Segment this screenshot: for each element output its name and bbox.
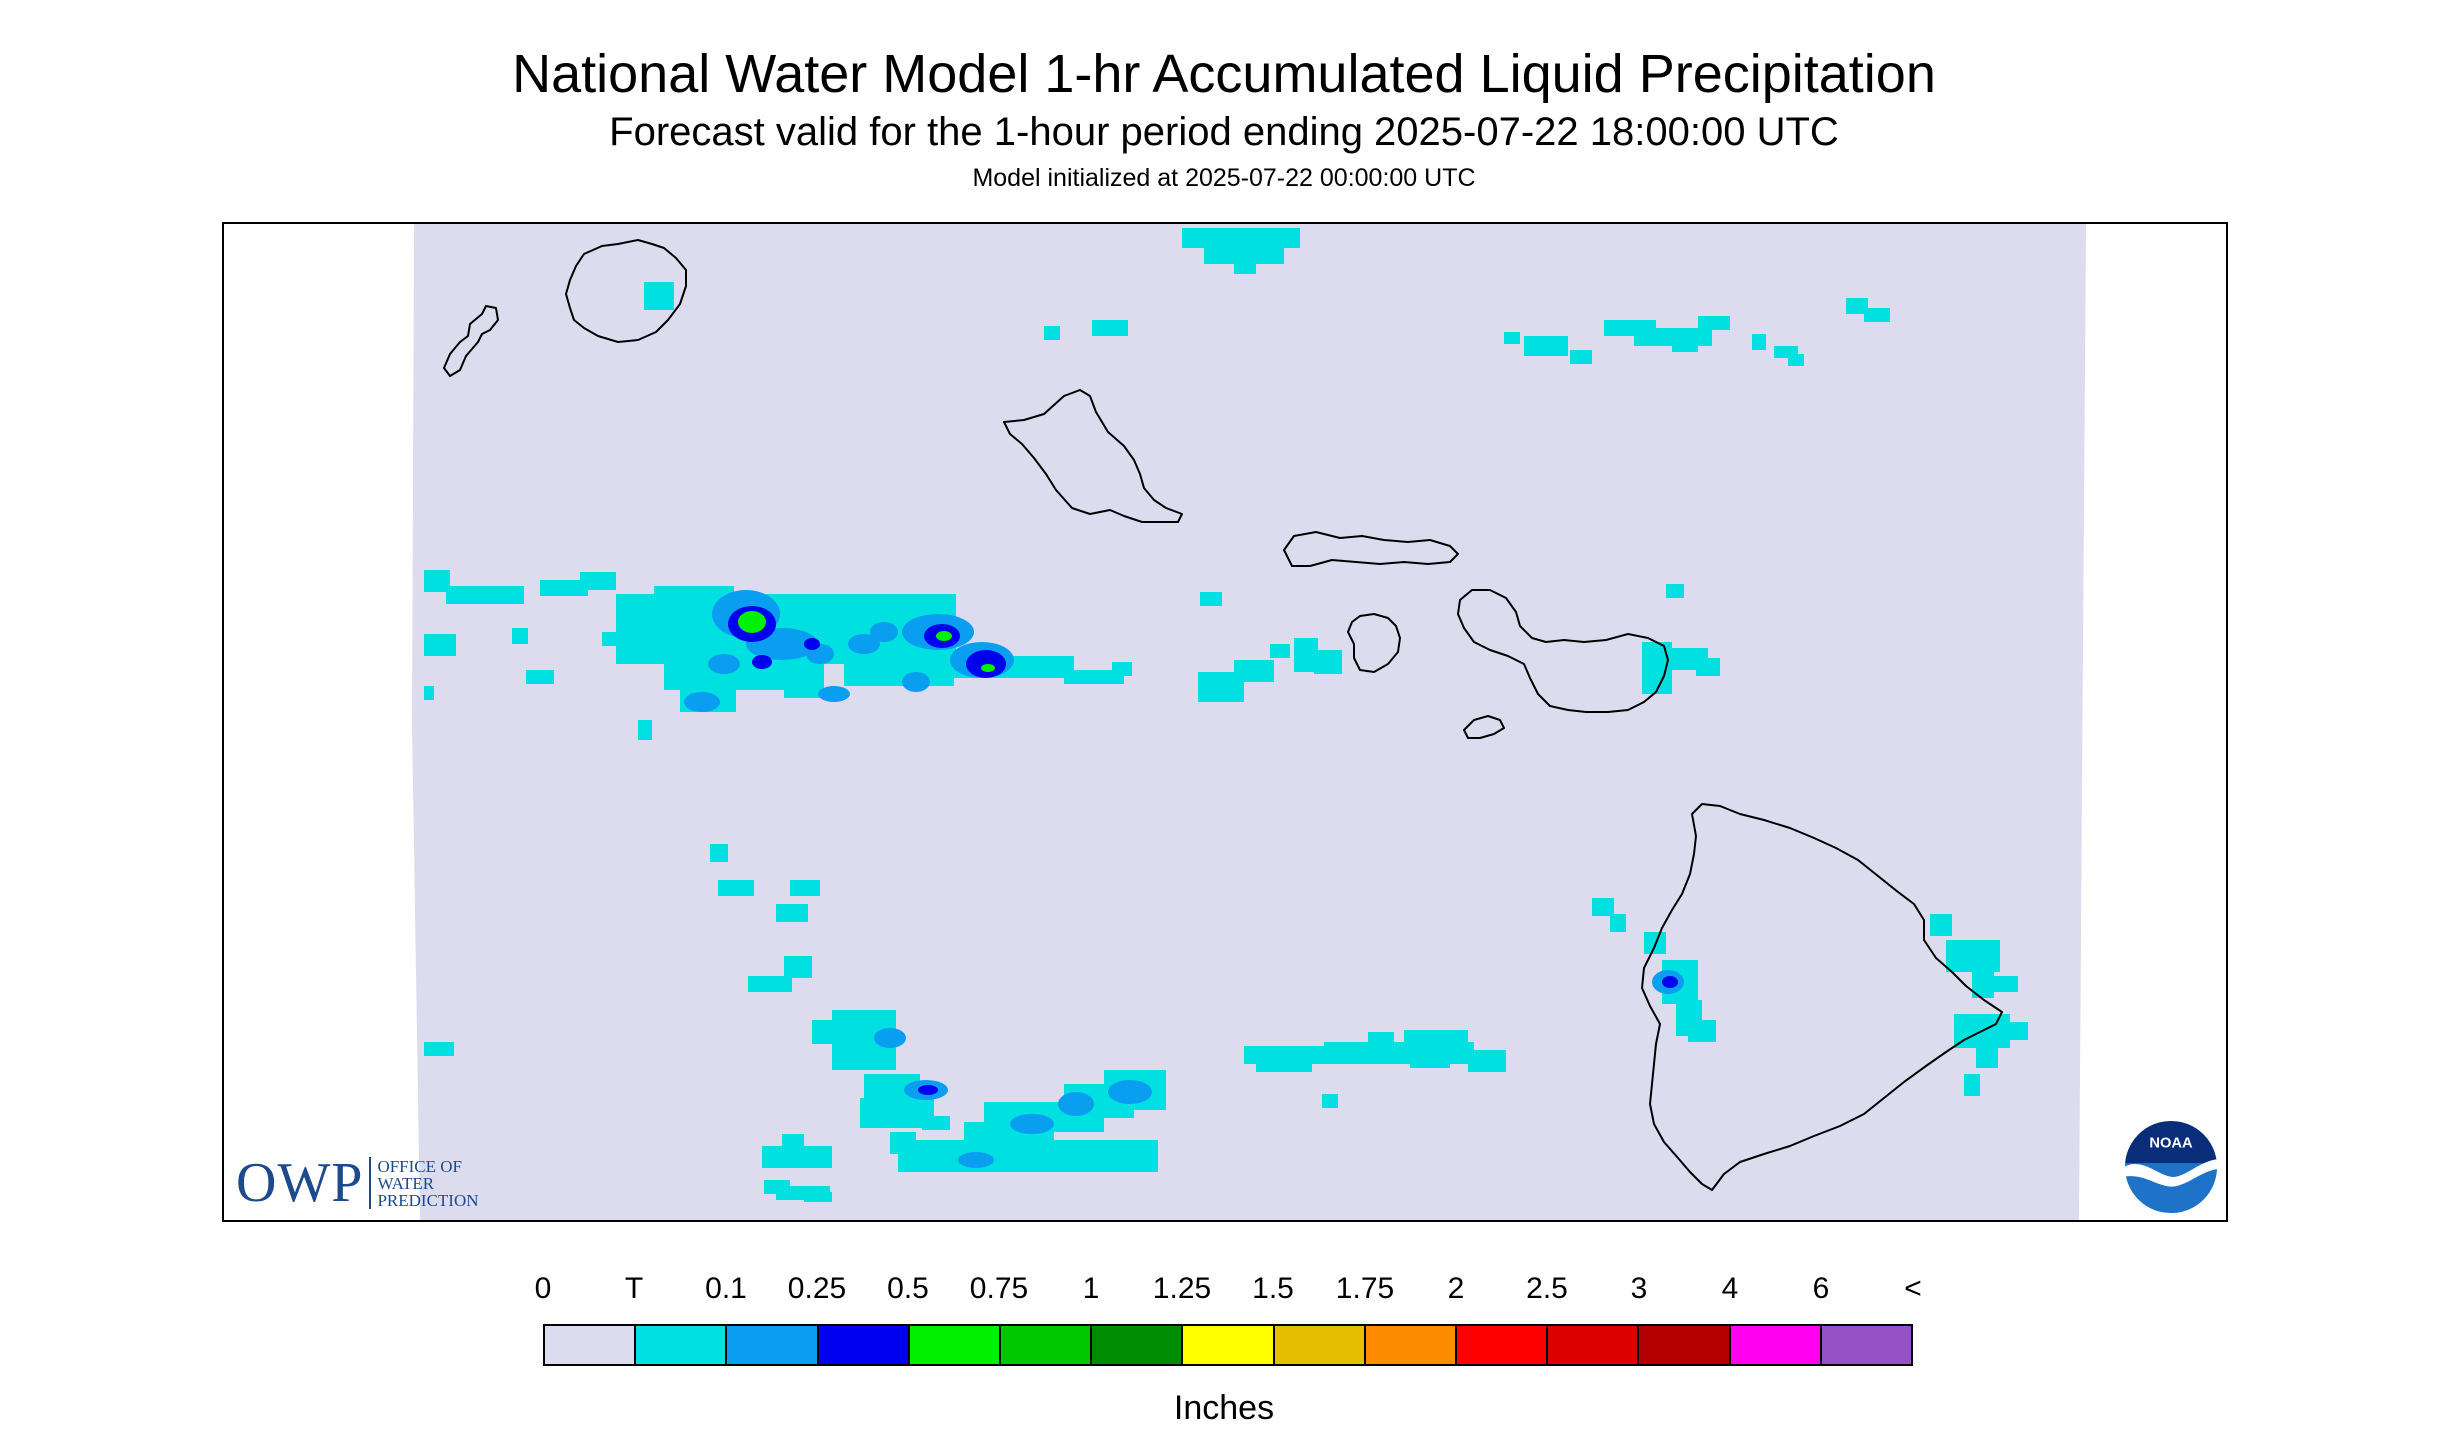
legend-swatch [1274,1326,1366,1364]
legend-swatch [818,1326,910,1364]
lanai-outline [1347,613,1401,673]
legend-label: 1 [1082,1272,1100,1305]
legend-label: 1.5 [1252,1272,1294,1305]
owp-logo-text: OFFICE OF WATER PREDICTION [377,1158,478,1209]
legend-label: 1.25 [1152,1272,1212,1305]
legend-label: T [624,1272,644,1305]
forecast-valid-subtitle: Forecast valid for the 1-hour period end… [609,110,1839,154]
legend-label: 4 [1721,1272,1739,1305]
legend-label: 0 [534,1272,552,1305]
legend-swatch [636,1326,728,1364]
island-outlines [443,239,2003,1191]
legend-swatch [1092,1326,1184,1364]
niihau-outline [443,305,499,377]
legend-label: 6 [1812,1272,1830,1305]
noaa-logo-text: NOAA [2149,1135,2193,1151]
legend-swatch [1365,1326,1458,1364]
kauai-outline [565,239,687,343]
kahoolawe-outline [1463,715,1505,739]
green-precip-areas [738,611,995,672]
legend-units: Inches [1173,1389,1275,1427]
model-initialized-text: Model initialized at 2025-07-22 00:00:00… [972,164,1476,192]
owp-line-3: PREDICTION [377,1190,479,1210]
legend-label: 2.5 [1526,1272,1568,1305]
legend-label: 0.75 [969,1272,1029,1305]
legend-swatch [1183,1326,1275,1364]
legend-swatch [909,1326,1002,1364]
maui-outline [1457,589,1669,713]
legend-label: 0.5 [887,1272,929,1305]
noaa-logo: NOAA [2122,1118,2220,1216]
molokai-outline [1283,531,1459,567]
legend-swatch [1639,1326,1731,1364]
legend-swatch [1457,1326,1549,1364]
precipitation-map [222,222,2228,1222]
legend-swatch [1730,1326,1822,1364]
legend-color-bar [543,1324,1913,1366]
oahu-outline [1003,389,1183,523]
legend-labels: 0 T 0.1 0.25 0.5 0.75 1 1.25 1.5 1.75 2 … [0,1270,2448,1310]
owp-letters: OWP [236,1152,364,1214]
hawaii-outline [1641,803,2003,1191]
map-title: National Water Model 1-hr Accumulated Li… [512,44,1936,104]
model-domain [412,224,2086,1220]
owp-line-2: WATER [377,1173,435,1193]
legend-label: 1.75 [1335,1272,1395,1305]
owp-line-1: OFFICE OF [377,1156,463,1176]
map-canvas [412,224,2086,1220]
legend-swatch [1821,1326,1912,1364]
legend-label: 0.25 [787,1272,847,1305]
legend-swatch [727,1326,819,1364]
legend-label: 2 [1447,1272,1465,1305]
legend-swatch [545,1326,637,1364]
owp-logo-divider [369,1157,372,1209]
legend-label: < [1904,1272,1922,1305]
legend-swatch [1001,1326,1093,1364]
legend-label: 3 [1630,1272,1648,1305]
legend-swatch [1548,1326,1640,1364]
legend-label: 0.1 [705,1272,747,1305]
owp-logo: OWP OFFICE OF WATER PREDICTION [236,1150,479,1216]
